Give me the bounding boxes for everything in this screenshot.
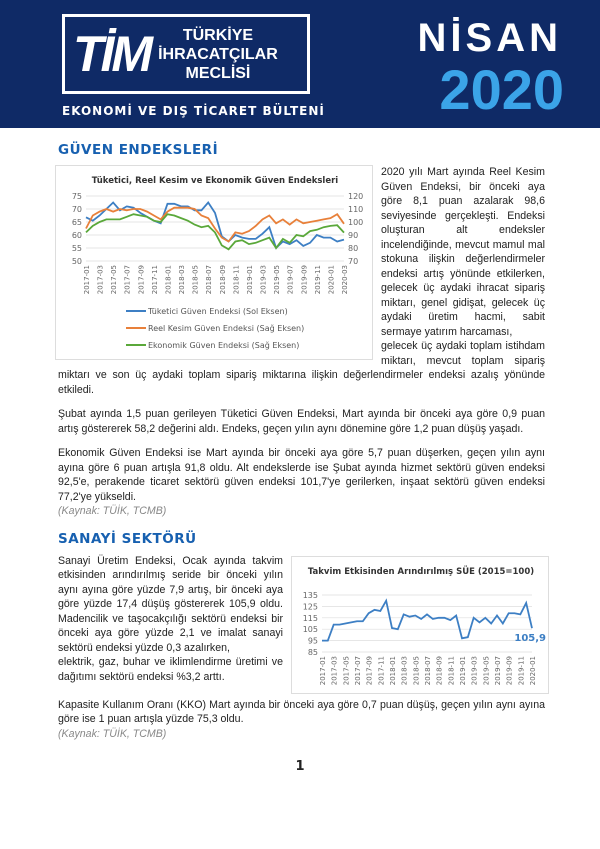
y-right-tick-label: 70 [348, 257, 358, 266]
y-tick-label: 50 [72, 257, 82, 266]
x-tick-label: 2018-07 [424, 656, 432, 685]
section-title-sanayi: SANAYİ SEKTÖRÜ [58, 530, 197, 547]
y-tick-label: 70 [72, 205, 82, 214]
x-tick-label: 2020-03 [341, 265, 349, 294]
x-tick-label: 2019-07 [287, 265, 295, 294]
confidence-chart: Tüketici, Reel Kesim ve Ekonomik Güven E… [55, 165, 373, 360]
section1-paragraph-3: Ekonomik Güven Endeksi ise Mart ayında b… [58, 447, 545, 503]
section-title-guven: GÜVEN ENDEKSLERİ [58, 142, 219, 158]
org-line: MECLİSİ [185, 64, 251, 82]
confidence-chart-svg: Tüketici, Reel Kesim ve Ekonomik Güven E… [72, 176, 363, 350]
y-tick-label: 85 [308, 648, 318, 657]
x-tick-label: 2017-01 [83, 265, 91, 294]
section1-paragraph-cont: gelecek üç aydaki toplam istihdam miktar… [58, 340, 545, 396]
chart-title: Takvim Etkisinden Arındırılmış SÜE (2015… [308, 566, 534, 577]
x-tick-label: 2018-01 [164, 265, 172, 294]
y-right-tick-label: 90 [348, 231, 358, 240]
y-tick-label: 135 [303, 591, 318, 600]
section1-source: (Kaynak: TÜİK, TCMB) [58, 505, 167, 517]
x-tick-label: 2019-03 [471, 656, 479, 685]
series-line-3 [85, 213, 345, 251]
chart-title: Tüketici, Reel Kesim ve Ekonomik Güven E… [92, 176, 339, 186]
org-line: TÜRKİYE [182, 26, 254, 44]
x-tick-label: 2020-01 [327, 265, 335, 294]
x-tick-label: 2019-11 [517, 656, 525, 685]
x-tick-label: 2017-05 [342, 656, 350, 685]
series-line-1 [322, 597, 533, 641]
x-tick-label: 2017-05 [110, 265, 118, 294]
x-tick-label: 2017-09 [137, 265, 145, 294]
x-tick-label: 2018-05 [412, 656, 420, 685]
x-tick-label: 2017-11 [151, 265, 159, 294]
section2-side-paragraph: Sanayi Üretim Endeksi, Ocak ayında takvi… [58, 554, 283, 654]
logo-org-name: TÜRKİYE İHRACATÇILAR MECLİSİ [158, 26, 278, 83]
x-tick-label: 2017-03 [331, 656, 339, 685]
x-tick-label: 2018-03 [178, 265, 186, 294]
x-tick-label: 2019-07 [494, 656, 502, 685]
last-value-label: 105,9 [514, 633, 546, 644]
issue-year: 2020 [439, 58, 564, 121]
series-line-1 [85, 201, 345, 250]
header-banner: TİM TÜRKİYE İHRACATÇILAR MECLİSİ EKONOMİ… [0, 0, 600, 128]
x-tick-label: 2018-03 [401, 656, 409, 685]
x-tick-label: 2019-05 [273, 265, 281, 294]
x-tick-label: 2018-09 [436, 656, 444, 685]
tim-logo: TİM TÜRKİYE İHRACATÇILAR MECLİSİ [62, 14, 310, 94]
y-right-tick-label: 110 [348, 205, 363, 214]
x-tick-label: 2019-01 [459, 656, 467, 685]
x-tick-label: 2018-11 [232, 265, 240, 294]
page-number: 1 [295, 759, 305, 774]
x-tick-label: 2019-01 [246, 265, 254, 294]
y-tick-label: 60 [72, 231, 82, 240]
x-tick-label: 2017-07 [354, 656, 362, 685]
x-tick-label: 2018-05 [192, 265, 200, 294]
industrial-production-chart-svg: Takvim Etkisinden Arındırılmış SÜE (2015… [303, 566, 546, 685]
bulletin-body: GÜVEN ENDEKSLERİ Tüketici, Reel Kesim ve… [0, 128, 600, 774]
y-tick-label: 75 [72, 192, 82, 201]
section1-side-paragraph: 2020 yılı Mart ayında Reel Kesim Güven E… [381, 166, 545, 338]
x-tick-label: 2017-11 [377, 656, 385, 685]
x-tick-label: 2017-07 [124, 265, 132, 294]
bulletin-subtitle: EKONOMİ VE DIŞ TİCARET BÜLTENİ [62, 104, 325, 118]
legend-label: Reel Kesim Güven Endeksi (Sağ Eksen) [148, 324, 304, 333]
x-tick-label: 2018-11 [447, 656, 455, 685]
x-tick-label: 2019-11 [314, 265, 322, 294]
issue-month: NİSAN [417, 16, 562, 60]
section2-paragraph-cont: elektrik, gaz, buhar ve iklimlendirme ür… [58, 656, 283, 683]
y-tick-label: 65 [72, 218, 82, 227]
y-tick-label: 105 [303, 625, 318, 634]
series-line-2 [85, 206, 345, 243]
x-tick-label: 2020-01 [529, 656, 537, 685]
legend-label: Tüketici Güven Endeksi (Sol Eksen) [147, 307, 288, 316]
x-tick-label: 2017-03 [97, 265, 105, 294]
x-tick-label: 2019-09 [506, 656, 514, 685]
x-tick-label: 2017-09 [366, 656, 374, 685]
y-right-tick-label: 80 [348, 244, 358, 253]
section2-source: (Kaynak: TÜİK, TCMB) [58, 727, 167, 740]
y-tick-label: 115 [303, 613, 318, 622]
org-line: İHRACATÇILAR [158, 45, 278, 63]
y-right-tick-label: 100 [348, 218, 363, 227]
industrial-production-chart: Takvim Etkisinden Arındırılmış SÜE (2015… [291, 555, 549, 694]
logo-mark: TİM [73, 26, 153, 82]
x-tick-label: 2019-09 [300, 265, 308, 294]
x-tick-label: 2018-07 [205, 265, 213, 294]
x-tick-label: 2017-01 [319, 656, 327, 685]
y-right-tick-label: 120 [348, 192, 363, 201]
x-tick-label: 2019-03 [260, 265, 268, 294]
section2-paragraph-2: Kapasite Kullanım Oranı (KKO) Mart ayınd… [58, 698, 545, 726]
x-tick-label: 2018-01 [389, 656, 397, 685]
x-tick-label: 2019-05 [482, 656, 490, 685]
legend-label: Ekonomik Güven Endeksi (Sağ Eksen) [148, 341, 299, 350]
x-tick-label: 2018-09 [219, 265, 227, 294]
y-tick-label: 95 [308, 636, 318, 645]
y-tick-label: 55 [72, 244, 82, 253]
y-tick-label: 125 [303, 602, 318, 611]
section1-paragraph-2: Şubat ayında 1,5 puan gerileyen Tüketici… [58, 408, 545, 435]
